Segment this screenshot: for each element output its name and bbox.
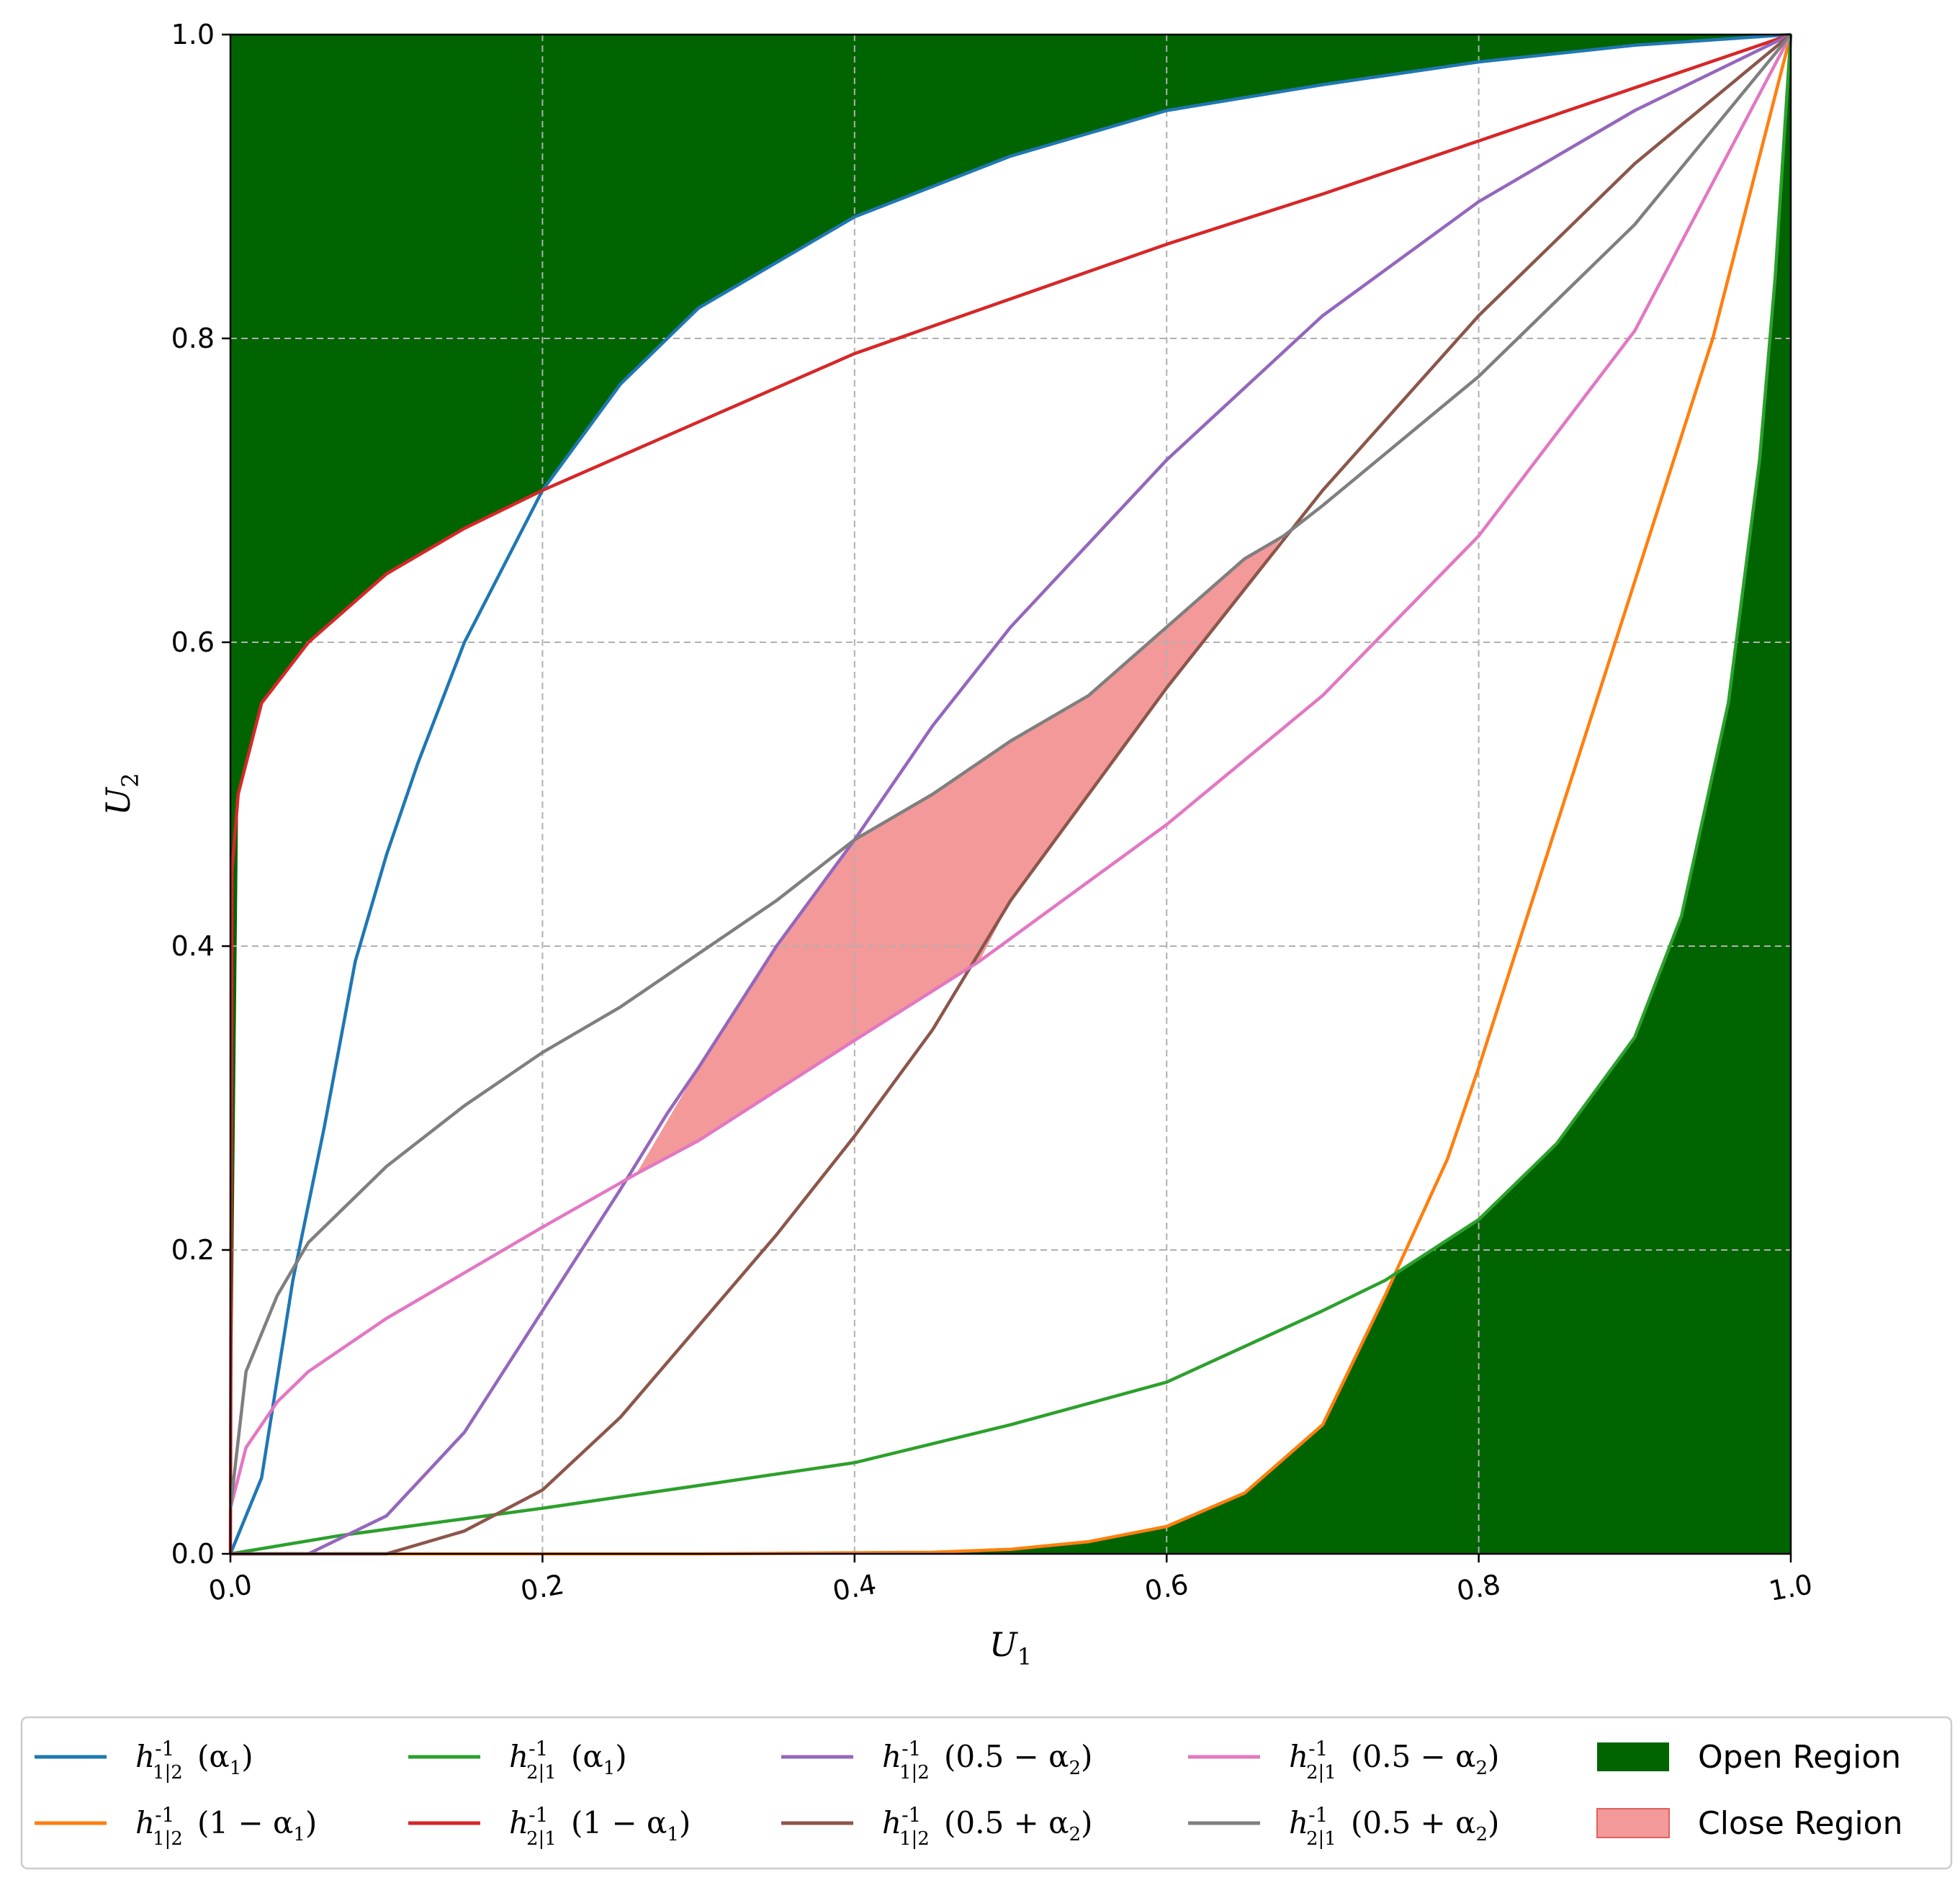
series-line-5	[230, 32, 1792, 1556]
x-tick-label: 0.2	[518, 1568, 567, 1607]
y-tick-label: 1.0	[171, 19, 215, 50]
x-axis-label: U1	[989, 1625, 1032, 1670]
y-tick-label: 0.0	[171, 1538, 215, 1570]
legend-label: h-1 2|1 (α1)	[509, 1737, 627, 1784]
series-line-7	[228, 33, 1792, 1509]
series-line-8	[228, 33, 1792, 1508]
x-tick-label: 0.4	[830, 1568, 878, 1607]
series-line-6	[230, 33, 1792, 1556]
legend-region-label: Open Region	[1698, 1739, 1901, 1776]
x-tick-label: 0.0	[206, 1568, 254, 1607]
axis-ticks: 0.0 0.2 0.4 0.6 0.8 1.0 0.0 0.2 0.4 0.6 0.8 1.0	[171, 19, 1815, 1607]
plot-frame	[229, 33, 1792, 1555]
y-tick-label: 0.2	[171, 1234, 215, 1266]
series-line-1	[228, 32, 1792, 1555]
legend-label: h-1 2|1 (0.5 − α2)	[1289, 1737, 1499, 1784]
legend-label: h-1 1|2 (1 − α1)	[135, 1803, 317, 1850]
legend-region-label: Close Region	[1698, 1805, 1902, 1842]
series-lines	[228, 32, 1793, 1556]
legend-region-swatch	[1596, 1808, 1670, 1838]
open-region	[230, 35, 1791, 1554]
legend-label: h-1 1|2 (0.5 − α2)	[882, 1737, 1092, 1784]
y-tick-label: 0.4	[171, 930, 215, 962]
series-line-2	[230, 34, 1793, 1556]
x-tick-label: 0.6	[1142, 1568, 1190, 1607]
close-region-polygon	[636, 536, 1284, 1174]
open-region-lower	[230, 35, 1791, 1554]
x-tick-label: 1.0	[1766, 1568, 1815, 1607]
legend-label: h-1 2|1 (0.5 + α2)	[1289, 1803, 1499, 1850]
series-line-3	[230, 34, 1793, 1556]
legend-label: h-1 1|2 (α1)	[135, 1737, 253, 1784]
legend-region-swatch	[1597, 1742, 1669, 1771]
legend-box	[20, 1716, 1953, 1870]
y-tick-label: 0.8	[171, 323, 215, 354]
x-tick-label: 0.8	[1455, 1568, 1503, 1607]
legend: h-1 1|2 (α1) h-1 1|2 (1 − α1) h-1 2|1 (α1) h-1 2|1…	[20, 1716, 1953, 1870]
series-line-4	[228, 32, 1792, 1555]
close-region	[636, 536, 1284, 1174]
legend-label: h-1 1|2 (0.5 + α2)	[882, 1803, 1092, 1850]
open-region-upper	[230, 35, 1791, 1554]
legend-label: h-1 2|1 (1 − α1)	[509, 1803, 691, 1850]
y-axis-label: U2	[99, 773, 144, 815]
grid	[230, 35, 1791, 1554]
y-tick-label: 0.6	[171, 626, 215, 658]
